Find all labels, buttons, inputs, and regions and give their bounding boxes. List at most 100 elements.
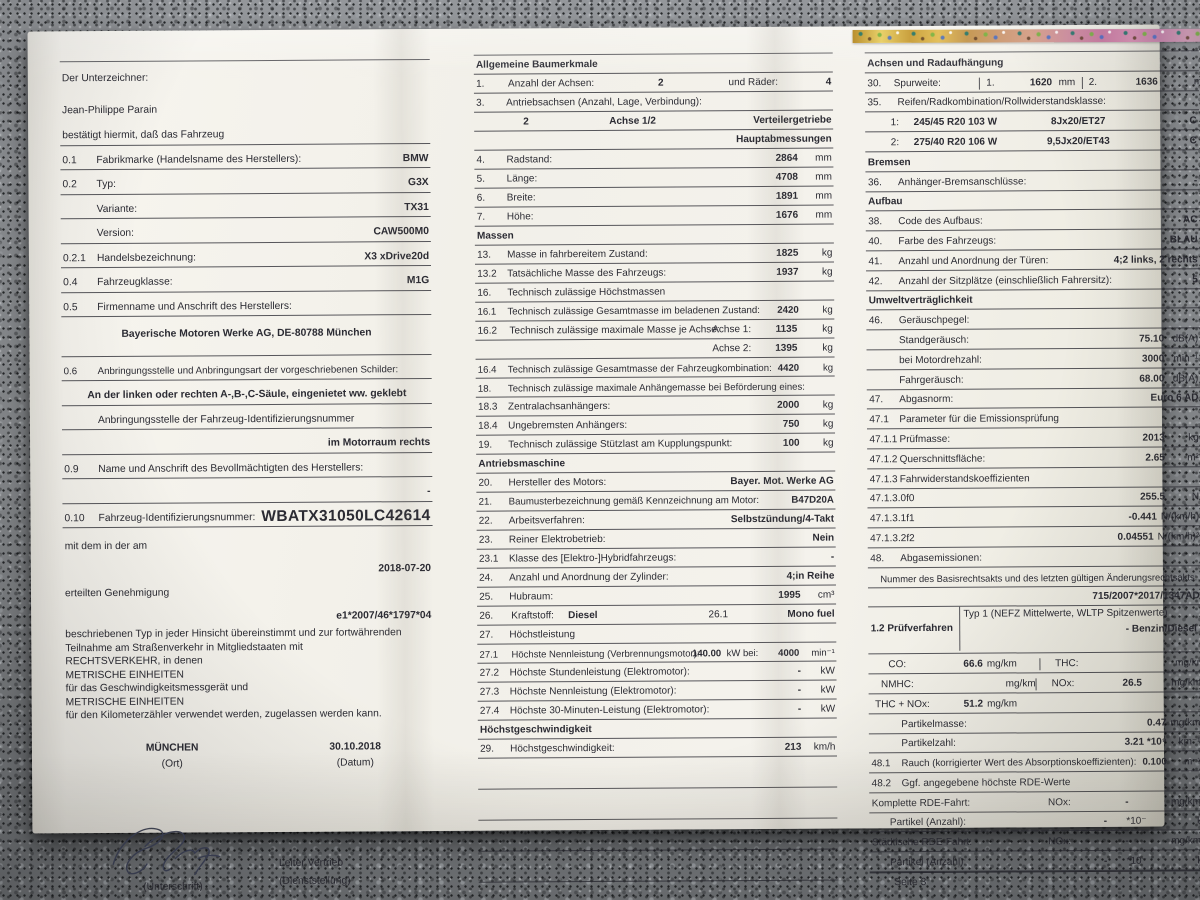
row-label: Anzahl und Anordnung der Zylinder: [509,571,669,584]
row-number: 47.1.3 [869,473,898,485]
row-number: 29. [480,743,495,755]
document-row: 36. Anhänger-Bremsanschlüsse: - [865,170,1200,192]
text-line: mit dem in der am [64,540,148,553]
cell: mg/km [1171,677,1200,689]
row-number: 48.1 [871,758,891,770]
text-line: 715/2007*2017/1347AD [1092,590,1200,603]
row-unit: N [1191,491,1200,503]
row-number: 0.1 [62,154,77,166]
row-unit: mm [815,190,833,202]
document-row: 47. Abgasnorm: Euro 6 AD [867,387,1200,410]
document-row: 2 Achse 1/2 Verteilergetriebe [474,110,834,132]
document-row: 16.1 Technisch zulässige Gesamtmasse im b… [475,300,835,322]
document-row: 0.4 Fahrzeugklasse: M1G [61,266,432,293]
row-label: Variante: [96,203,138,215]
cell: - [1104,855,1108,867]
row-value: - [797,684,802,696]
cell: MÜNCHEN (Ort) [66,740,279,774]
page-2-column: Allgemeine Baumerkmale 1. Anzahl der Achse… [454,26,854,900]
cell: Städtische RDE-Fahrt: [871,836,973,849]
row-label: Code des Aufbaus: [898,215,983,228]
row-unit: kW [820,684,836,696]
row-number: 0.5 [63,301,78,313]
row-value: 4;in Reihe [786,570,835,582]
row-label: f2 [906,532,915,545]
row-value: 1676 [775,209,799,221]
row-label: Technisch zulässige maximale Anhängemass… [507,381,805,395]
row-number: 16. [477,287,492,299]
document-row: Partikel (Anzahl): - *10⁻ km⁻¹ [870,850,1200,873]
cell: Kraftstoff: [511,610,554,622]
document-row: 22. Arbeitsverfahren: Selbstzündung/4-Takt [476,509,837,531]
cell: 8Jx20/ET27 [1050,116,1106,128]
row-unit: dB(A) [1172,333,1199,345]
document-row: 1.2 Prüfverfahren Typ 1 (NEFZ Mittelwerte… [868,605,1200,655]
cell: 1636 [1135,76,1158,88]
row-value: - [797,665,801,677]
row-label: Technisch zulässige Gesamtmasse der Fahr… [507,362,772,376]
row-value: Bayer. Mot. Werke AG [730,475,834,488]
row-label: Baumusterbezeichnung gemäß Kennzeichnung… [508,495,760,508]
document-row: 0.9 Name und Anschrift des Bevollmächtigt… [62,452,433,480]
row-value: - [830,551,835,563]
text-line: e1*2007/46*1797*04 [336,609,432,622]
row-label: Fahrgeräusch: [899,374,964,386]
row-unit: kg [821,266,833,278]
row-label: Tatsächliche Masse des Fahrzeugs: [507,267,667,280]
document-row: 18.3 Zentralachsanhängers: 2000 kg [475,395,836,417]
page-1-rows: Der Unterzeichner: Jean-Philippe Parain be… [59,59,435,900]
row-value: B47D20A [791,494,834,507]
document-row: CO: 66.6 mg/km THC: mg/km [868,652,1200,675]
document-row: 47.1.3.1 f1 -0.441 N/(km/h) [867,506,1200,529]
cell: mg/km [1175,657,1200,669]
row-number: 4. [476,154,485,166]
document-row: 27. Höchstleistung [477,623,837,645]
row-label: bei Motordrehzahl: [899,354,982,366]
row-number: 0.4 [63,277,78,289]
row-label: Ggf. angegebene höchste RDE-Werte [901,776,1071,790]
cell: Anzahl der Achsen: [507,78,595,90]
text-line: Bayerische Motoren Werke AG, DE-80788 Mü… [121,327,372,341]
row-number: 3. [476,97,485,109]
row-label: Parameter für die Emissionsprüfung [899,413,1059,426]
row-label: Geräuschpegel: [898,314,970,327]
row-value: 0.100 [1142,756,1167,769]
document-row: THC + NOx: 51.2 mg/km [869,692,1200,715]
row-unit: km⁻¹ [1178,736,1200,748]
row-value: 3000 [1141,353,1165,365]
row-value: BLAU [1169,234,1198,246]
document-row: 2: 275/40 R20 106 W 9,5Jx20/ET43 C [865,130,1199,153]
cell: Mono fuel [787,608,835,620]
cell: 275/40 R20 106 W [913,136,998,149]
cell: 30. [867,77,882,89]
row-number: 0.2 [62,179,77,191]
row-value: Selbstzündung/4-Takt [730,513,835,526]
row-label: Firmenname und Anschrift des Herstellers… [97,300,292,313]
row-value: 2013 [1142,432,1165,444]
row-unit: kW [820,703,836,715]
row-value: 2864 [775,152,798,164]
cell: mg/km [1171,835,1200,847]
row-label: Radstand: [506,154,553,166]
document-row: 23. Reiner Elektrobetrieb: Nein [476,528,837,550]
row-value: 3.21 *10⁹ [1124,736,1167,749]
row-label: Höchste Nennleistung (Elektromotor): [509,685,677,698]
cell-line: (Ort) [161,758,183,771]
cell: mm [1058,76,1076,88]
cell: kg [822,342,833,354]
row-unit: kW [820,665,835,677]
row-number: 41. [868,256,883,268]
cell: 27.1 [479,649,499,661]
row-value: 0.47 [1146,717,1167,729]
page-3-column: Achsen und Radaufhängung 30. Spurweite: 1. 1… [849,24,1200,890]
row-number: 27.3 [479,686,500,698]
cell: 1620 [1029,76,1053,88]
row-label: Name und Anschrift des Bevollmächtigten … [98,462,364,475]
cell: 140.00 [692,647,722,660]
signer-role-block: Leiter Vertrieb (Dienststellung) [279,818,433,892]
signature-caption: (Unterschrift) [143,881,203,893]
document-row: 47.1.3.2 f2 0.04551 N/(km/h)² [868,526,1200,549]
row-unit: kg [822,437,834,449]
document-row: 1. Anzahl der Achsen: 2 und Räder: 4 [473,72,834,94]
